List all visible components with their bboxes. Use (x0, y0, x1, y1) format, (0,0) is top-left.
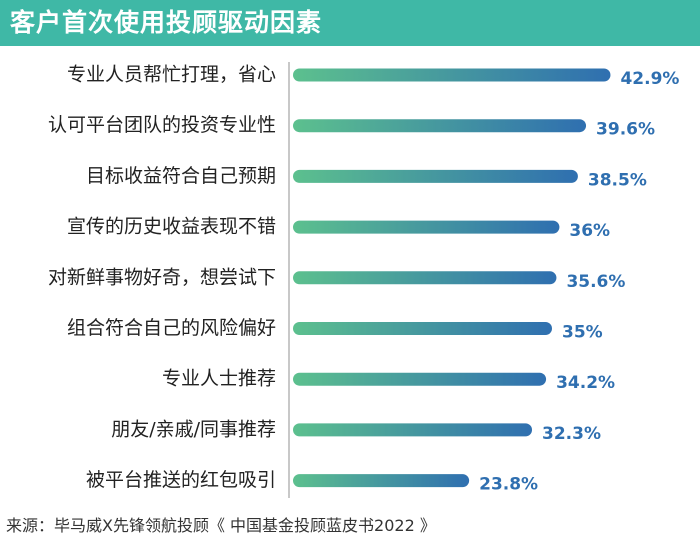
bar-chart: 专业人员帮忙打理，省心 42.9% 认可平台团队的投资专业性 39.6% 目标收益符合自… (48, 62, 679, 498)
category-label: 专业人士推荐 (162, 368, 276, 390)
category-label: 对新鲜事物好奇，想尝试下 (48, 266, 276, 288)
value-label: 38.5% (588, 170, 647, 190)
category-label: 宣传的历史收益表现不错 (67, 216, 276, 238)
value-label: 39.6% (596, 120, 655, 140)
category-label: 朋友/亲戚/同事推荐 (111, 418, 276, 440)
title-banner: 客户首次使用投顾驱动因素 (0, 0, 700, 46)
category-label: 专业人员帮忙打理，省心 (67, 64, 276, 86)
bar (293, 271, 557, 285)
value-label: 35% (562, 323, 603, 343)
bar (293, 474, 470, 488)
bar (293, 220, 560, 234)
source-note: 来源：毕马威X先锋领航投顾《 中国基金投顾蓝皮书2022 》 (6, 516, 436, 535)
bar (293, 423, 533, 437)
bar (293, 119, 587, 133)
value-label: 36% (569, 221, 610, 241)
category-label: 认可平台团队的投资专业性 (48, 114, 276, 136)
category-label: 组合符合自己的风险偏好 (67, 317, 276, 339)
category-label: 被平台推送的红包吸引 (86, 469, 276, 491)
value-label: 34.2% (556, 373, 615, 393)
bar (293, 372, 547, 386)
bar (293, 68, 611, 82)
chart-title: 客户首次使用投顾驱动因素 (10, 8, 323, 37)
value-label: 23.8% (479, 475, 538, 495)
bar (293, 322, 552, 335)
value-label: 32.3% (542, 424, 601, 444)
value-label: 35.6% (566, 272, 625, 292)
category-label: 目标收益符合自己预期 (86, 165, 276, 187)
value-label: 42.9% (620, 69, 679, 89)
bar (293, 169, 578, 183)
